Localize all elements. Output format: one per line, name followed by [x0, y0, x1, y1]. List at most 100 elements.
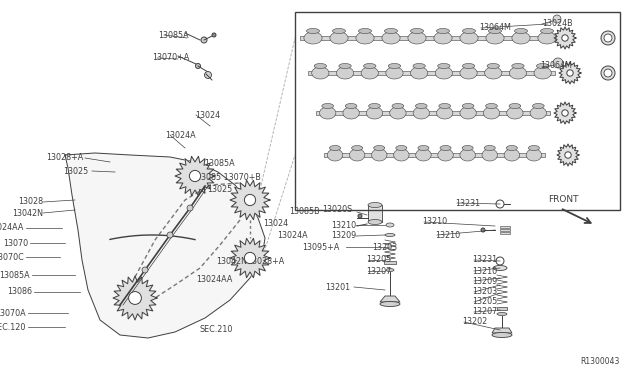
Text: 13209: 13209: [331, 231, 356, 241]
Ellipse shape: [509, 67, 527, 79]
Text: 13085A: 13085A: [0, 270, 30, 279]
Circle shape: [244, 195, 255, 206]
Text: 13085 13070+B: 13085 13070+B: [196, 173, 261, 183]
Text: 13207: 13207: [472, 308, 497, 317]
Circle shape: [167, 232, 173, 238]
Text: 13095+A: 13095+A: [303, 243, 340, 251]
Text: 13203: 13203: [372, 243, 397, 251]
Ellipse shape: [462, 145, 473, 151]
Ellipse shape: [330, 145, 340, 151]
Circle shape: [562, 110, 568, 116]
Ellipse shape: [463, 29, 476, 33]
Ellipse shape: [408, 32, 426, 44]
Ellipse shape: [307, 29, 319, 33]
Ellipse shape: [436, 29, 449, 33]
Circle shape: [129, 292, 141, 304]
Polygon shape: [492, 328, 512, 333]
Text: 13085A: 13085A: [204, 158, 235, 167]
Ellipse shape: [526, 149, 541, 161]
Text: 13205: 13205: [366, 256, 391, 264]
Text: 13210: 13210: [472, 266, 497, 276]
Text: 13085B: 13085B: [289, 208, 320, 217]
Text: 13070A: 13070A: [0, 308, 26, 317]
Ellipse shape: [380, 301, 400, 307]
Polygon shape: [175, 156, 215, 196]
Ellipse shape: [438, 149, 453, 161]
Polygon shape: [500, 229, 510, 231]
Ellipse shape: [483, 107, 500, 119]
Ellipse shape: [374, 145, 385, 151]
Polygon shape: [384, 261, 396, 264]
Circle shape: [562, 35, 568, 41]
Text: 13231: 13231: [455, 199, 480, 208]
Text: FRONT: FRONT: [548, 196, 579, 205]
Text: 13025: 13025: [63, 167, 88, 176]
Polygon shape: [554, 102, 576, 124]
Ellipse shape: [492, 333, 512, 337]
Polygon shape: [230, 238, 270, 278]
Ellipse shape: [497, 312, 507, 315]
Ellipse shape: [385, 29, 397, 33]
Ellipse shape: [364, 64, 376, 68]
Text: 13042N: 13042N: [12, 208, 43, 218]
Circle shape: [201, 37, 207, 43]
Ellipse shape: [484, 67, 502, 79]
Ellipse shape: [366, 107, 383, 119]
Ellipse shape: [386, 269, 394, 272]
Circle shape: [553, 15, 561, 23]
Ellipse shape: [385, 234, 395, 237]
Text: 13024: 13024: [195, 110, 220, 119]
Ellipse shape: [382, 32, 400, 44]
Ellipse shape: [439, 103, 451, 109]
Ellipse shape: [386, 67, 403, 79]
Ellipse shape: [322, 103, 333, 109]
Polygon shape: [500, 226, 510, 228]
Text: 13024AA: 13024AA: [0, 224, 24, 232]
Circle shape: [604, 34, 612, 42]
Circle shape: [187, 205, 193, 211]
Ellipse shape: [337, 67, 354, 79]
Ellipse shape: [390, 107, 406, 119]
Ellipse shape: [512, 32, 530, 44]
Circle shape: [481, 228, 485, 232]
Circle shape: [564, 152, 572, 158]
Ellipse shape: [368, 219, 382, 224]
Ellipse shape: [487, 64, 499, 68]
Circle shape: [358, 214, 362, 218]
Circle shape: [205, 71, 211, 78]
Polygon shape: [554, 27, 576, 49]
Text: 13028+A: 13028+A: [45, 154, 83, 163]
Text: 13024: 13024: [263, 219, 288, 228]
Ellipse shape: [351, 145, 363, 151]
Text: 13024A: 13024A: [277, 231, 308, 240]
Text: 13020S: 13020S: [322, 205, 352, 215]
Ellipse shape: [410, 29, 424, 33]
Circle shape: [244, 252, 255, 264]
Ellipse shape: [358, 29, 371, 33]
Ellipse shape: [460, 107, 476, 119]
Bar: [295, 12, 620, 210]
Ellipse shape: [536, 64, 549, 68]
Ellipse shape: [530, 107, 547, 119]
Text: 13205: 13205: [472, 298, 497, 307]
Text: 13207: 13207: [366, 266, 391, 276]
Circle shape: [142, 267, 148, 273]
Ellipse shape: [343, 107, 359, 119]
Ellipse shape: [413, 64, 426, 68]
Ellipse shape: [512, 64, 524, 68]
Polygon shape: [497, 307, 507, 310]
Ellipse shape: [368, 202, 382, 208]
Text: 13202: 13202: [462, 317, 487, 327]
Ellipse shape: [333, 29, 346, 33]
Ellipse shape: [349, 149, 365, 161]
Text: 13024A: 13024A: [165, 131, 196, 140]
Polygon shape: [230, 180, 270, 220]
Text: 13064M: 13064M: [479, 23, 511, 32]
Polygon shape: [300, 36, 560, 40]
Ellipse shape: [345, 103, 357, 109]
Ellipse shape: [371, 149, 387, 161]
Ellipse shape: [304, 32, 322, 44]
Ellipse shape: [462, 103, 474, 109]
Text: SEC.210: SEC.210: [200, 326, 234, 334]
Polygon shape: [557, 144, 579, 166]
